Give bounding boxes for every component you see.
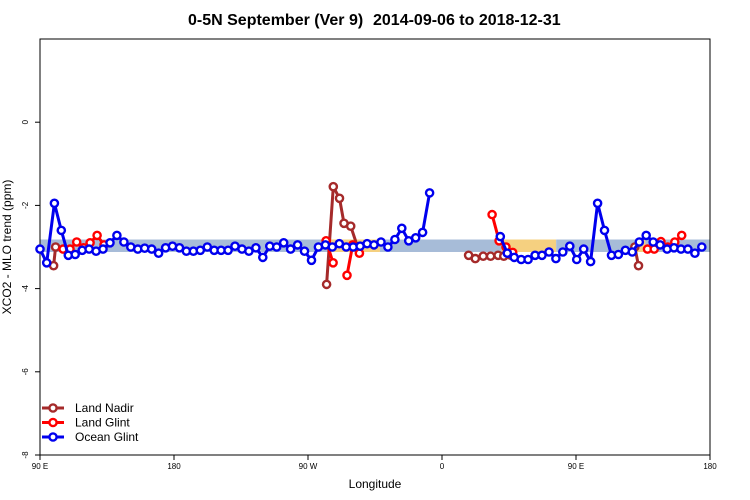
data-point [655,240,665,250]
data-point [470,253,481,264]
legend-label: Ocean Glint [75,430,139,444]
data-point [551,253,561,264]
data-point [223,245,233,256]
data-point [558,247,568,257]
data-point [98,244,108,254]
data-point [627,247,638,257]
legend-label: Land Nadir [75,401,134,415]
data-point [495,231,506,242]
data-point [146,244,157,254]
data-point [487,209,497,220]
data-point [153,248,164,258]
x-axis: 90 E 180 90 W 0 90 E 180 [32,455,717,471]
data-point [376,237,386,247]
y-tick-label: -8 [21,451,30,459]
data-point [328,181,339,192]
data-point [592,198,603,209]
legend-item: Land Nadir [42,401,134,415]
x-tick-label: 0 [440,462,445,471]
data-point [613,249,624,260]
chart-title-right: 2014-09-06 to 2018-12-31 [373,12,561,29]
data-point [321,279,332,290]
data-point [417,227,428,238]
x-tick-label: 90 E [32,462,48,471]
data-point [523,254,533,265]
data-point [345,221,356,231]
plot-area [35,38,711,456]
data-point [502,248,513,258]
data-point [257,252,268,263]
data-point [119,237,129,247]
data-point [676,230,687,241]
data-point [585,256,596,267]
data-point [571,254,582,265]
data-point [544,247,554,257]
data-point [306,255,317,266]
chart-title-left: 0-5N September (Ver 9) [188,12,363,29]
data-point [71,237,82,247]
legend-marker [48,417,58,428]
data-point [49,198,60,209]
data-point [292,240,303,250]
data-point [396,223,407,234]
data-point [328,257,338,268]
data-point [105,237,115,248]
data-point [383,242,393,252]
data-point [697,242,707,252]
data-point [641,230,652,241]
data-point [285,244,296,254]
data-point [41,257,52,268]
data-point [410,232,421,243]
data-point [56,225,67,236]
x-axis-label: Longitude [349,477,402,491]
data-point [334,193,345,204]
legend-marker [48,432,58,442]
y-tick-label: -2 [21,201,30,209]
series-ocean-glint [35,188,707,268]
data-point [683,244,693,254]
data-point [35,244,45,254]
data-point [50,242,61,252]
data-point [634,237,645,247]
x-tick-label: 180 [703,462,717,471]
data-point [578,244,589,254]
data-point [251,242,261,253]
band-segment-4 [556,239,636,252]
data-point [690,248,700,258]
y-axis: 0 -2 -4 -6 -8 [21,119,40,459]
series-layer [35,181,707,290]
data-point [390,234,400,245]
data-point [278,237,289,248]
data-point [342,270,352,281]
data-point [485,251,496,262]
y-tick-label: 0 [21,119,30,124]
data-point [478,251,489,262]
data-point [244,246,254,256]
data-point [92,230,102,241]
x-tick-label: 180 [167,462,181,471]
legend-label: Land Glint [75,416,130,430]
legend-marker [48,403,58,413]
data-point [299,246,310,256]
legend-item: Ocean Glint [42,430,139,444]
data-point [599,225,610,236]
x-tick-label: 90 E [568,462,584,471]
y-axis-label: XCO2 - MLO trend (ppm) [0,180,14,315]
legend-item: Land Glint [42,416,130,430]
y-tick-label: -6 [21,368,30,376]
data-point [424,188,435,198]
data-point [112,230,122,241]
x-tick-label: 90 W [299,462,318,471]
data-point [633,260,644,271]
data-point [70,249,80,260]
data-point [565,241,575,251]
data-point [271,242,282,252]
y-tick-label: -4 [21,284,30,292]
